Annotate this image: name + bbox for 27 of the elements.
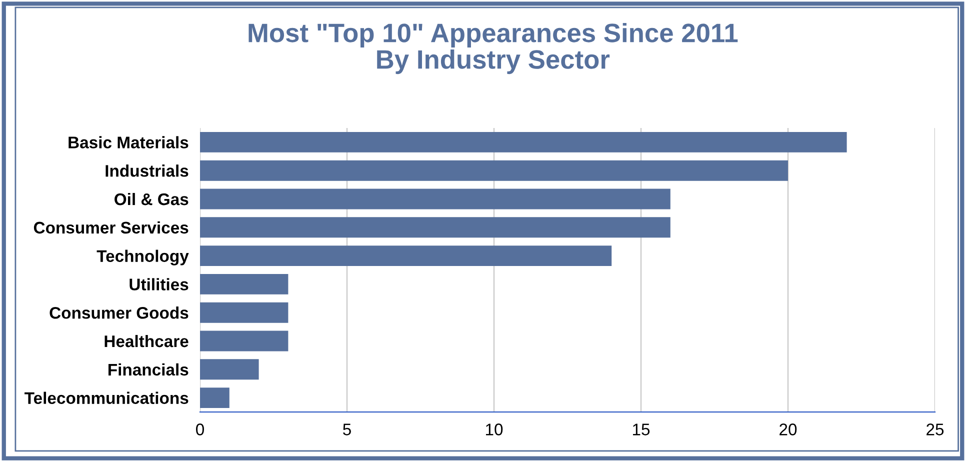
x-tick-label: 25 <box>926 424 944 436</box>
y-tick-label: Industrials <box>106 164 188 177</box>
bar <box>200 132 847 152</box>
x-tick-label: 0 <box>196 424 204 436</box>
y-tick-label: Oil & Gas <box>114 192 188 206</box>
x-tick-label: 20 <box>780 424 797 436</box>
y-tick-label: Healthcare <box>104 334 188 348</box>
bar <box>200 160 788 181</box>
chart-title: Most "Top 10" Appearances Since 2011 By Industry Sector <box>248 22 738 74</box>
bar <box>200 246 612 266</box>
y-tick-label: Financials <box>108 363 188 376</box>
bar <box>200 217 670 238</box>
x-tick-label: 15 <box>633 424 650 436</box>
x-tick-label: 5 <box>343 424 351 436</box>
y-tick-label: Utilities <box>130 278 188 290</box>
y-tick-label: Basic Materials <box>68 136 188 148</box>
y-tick-label: Consumer Services <box>34 221 188 234</box>
bar <box>200 359 259 380</box>
y-tick-label: Telecommunications <box>24 392 188 404</box>
bar <box>200 302 288 323</box>
y-tick-label: Consumer Goods <box>50 306 188 319</box>
bar <box>200 274 288 294</box>
bar <box>200 388 230 408</box>
y-tick-label: Technology <box>96 250 189 266</box>
x-tick-label: 10 <box>486 424 503 436</box>
bar <box>200 188 670 210</box>
bar <box>200 330 288 352</box>
